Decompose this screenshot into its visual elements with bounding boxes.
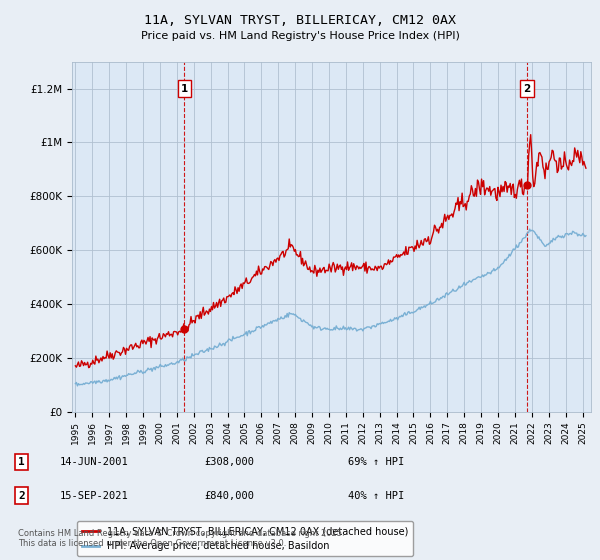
Text: 1: 1 [181, 83, 188, 94]
Text: 11A, SYLVAN TRYST, BILLERICAY, CM12 0AX: 11A, SYLVAN TRYST, BILLERICAY, CM12 0AX [144, 14, 456, 27]
Text: 15-SEP-2021: 15-SEP-2021 [60, 491, 129, 501]
Text: 69% ↑ HPI: 69% ↑ HPI [348, 457, 404, 467]
Text: 2: 2 [18, 491, 25, 501]
Text: Price paid vs. HM Land Registry's House Price Index (HPI): Price paid vs. HM Land Registry's House … [140, 31, 460, 41]
Text: £840,000: £840,000 [204, 491, 254, 501]
Legend: 11A, SYLVAN TRYST, BILLERICAY, CM12 0AX (detached house), HPI: Average price, de: 11A, SYLVAN TRYST, BILLERICAY, CM12 0AX … [77, 521, 413, 556]
Text: 2: 2 [523, 83, 530, 94]
Text: Contains HM Land Registry data © Crown copyright and database right 2025.
This d: Contains HM Land Registry data © Crown c… [18, 529, 344, 548]
Text: 14-JUN-2001: 14-JUN-2001 [60, 457, 129, 467]
Text: 1: 1 [18, 457, 25, 467]
Text: £308,000: £308,000 [204, 457, 254, 467]
Text: 40% ↑ HPI: 40% ↑ HPI [348, 491, 404, 501]
